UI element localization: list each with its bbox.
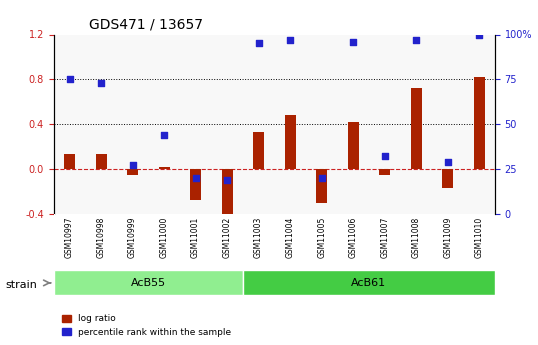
FancyBboxPatch shape <box>243 270 495 295</box>
Point <box>223 177 231 183</box>
Bar <box>96 155 107 169</box>
Point <box>286 37 294 43</box>
Bar <box>222 169 232 231</box>
Point <box>254 41 263 46</box>
Bar <box>379 169 390 175</box>
Point <box>160 132 168 138</box>
Bar <box>442 169 453 188</box>
Point <box>349 39 357 45</box>
Text: strain: strain <box>5 280 37 289</box>
Text: AcB61: AcB61 <box>351 278 386 288</box>
Point <box>380 154 389 159</box>
Bar <box>127 169 138 175</box>
Point <box>65 77 74 82</box>
Text: GSM11006: GSM11006 <box>349 217 358 258</box>
Bar <box>348 122 359 169</box>
Text: GSM10998: GSM10998 <box>96 217 105 258</box>
Text: GSM11003: GSM11003 <box>254 217 263 258</box>
Text: GSM11010: GSM11010 <box>475 217 484 258</box>
Bar <box>285 115 296 169</box>
Bar <box>410 88 422 169</box>
Text: GSM11007: GSM11007 <box>380 217 389 258</box>
Point <box>128 163 137 168</box>
Text: GSM11009: GSM11009 <box>443 217 452 258</box>
Point <box>443 159 452 165</box>
Text: AcB55: AcB55 <box>131 278 166 288</box>
Point <box>475 32 484 37</box>
Text: GSM10999: GSM10999 <box>128 217 137 258</box>
Bar <box>253 132 264 169</box>
Point <box>317 175 326 181</box>
Bar <box>64 155 75 169</box>
Text: GSM11002: GSM11002 <box>223 217 232 258</box>
Text: GSM11005: GSM11005 <box>317 217 326 258</box>
FancyBboxPatch shape <box>54 270 243 295</box>
Text: GSM11001: GSM11001 <box>191 217 200 258</box>
Bar <box>316 169 327 203</box>
Bar <box>190 169 201 200</box>
Text: GSM10997: GSM10997 <box>65 217 74 258</box>
Bar <box>473 77 485 169</box>
Legend: log ratio, percentile rank within the sample: log ratio, percentile rank within the sa… <box>58 311 235 341</box>
Point <box>412 37 421 43</box>
Text: GSM11004: GSM11004 <box>286 217 295 258</box>
Text: GSM11008: GSM11008 <box>412 217 421 258</box>
Text: GSM11000: GSM11000 <box>160 217 168 258</box>
Point <box>97 80 105 86</box>
Point <box>192 175 200 181</box>
Text: GDS471 / 13657: GDS471 / 13657 <box>89 18 203 32</box>
Bar <box>159 167 169 169</box>
